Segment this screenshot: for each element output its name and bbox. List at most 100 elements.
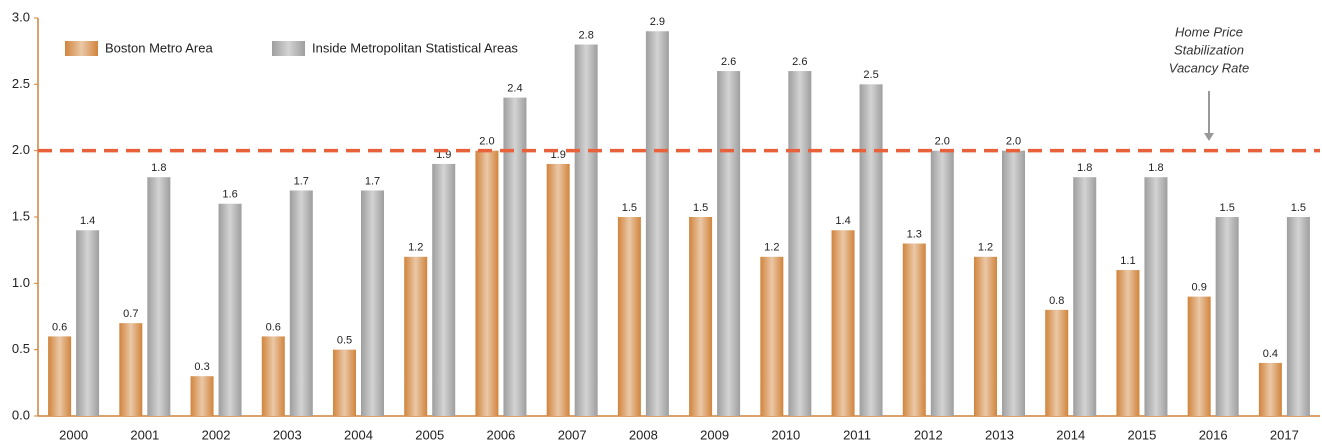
value-label: 2.0 [1006,136,1021,148]
bar [190,376,214,416]
value-label: 1.5 [693,202,708,214]
value-label: 2.8 [579,29,594,41]
value-label: 0.9 [1192,282,1207,294]
value-label: 0.3 [194,361,209,373]
value-label: 1.5 [1291,202,1306,214]
x-tick-label: 2000 [59,427,88,442]
value-label: 0.4 [1263,348,1278,360]
bar [1144,177,1168,416]
x-tick-label: 2012 [914,427,943,442]
value-label: 1.7 [365,175,380,187]
y-tick-label: 1.5 [12,208,30,223]
value-label: 2.9 [650,16,665,28]
y-tick-label: 2.0 [12,142,30,157]
y-tick-label: 0.0 [12,407,30,422]
value-label: 2.0 [935,136,950,148]
x-tick-label: 2005 [415,427,444,442]
bar [333,349,356,416]
bar [147,177,171,416]
bar [361,190,384,416]
bar [1116,270,1140,416]
bar [546,163,570,416]
x-tick-label: 2002 [202,427,231,442]
bar [503,97,527,416]
bar [574,44,598,417]
x-tick-label: 2013 [985,427,1014,442]
value-label: 2.4 [507,83,522,95]
bar [689,217,713,416]
bar [1187,296,1211,416]
value-label: 1.8 [151,162,166,174]
x-tick-label: 2014 [1056,427,1085,442]
bar [617,217,641,416]
bar [261,336,285,416]
value-label: 0.8 [1049,295,1064,307]
bar [289,190,313,416]
bar [930,150,954,416]
value-label: 2.0 [479,136,494,148]
annotation-arrowhead [1204,133,1214,141]
value-label: 1.5 [622,202,637,214]
bar [1045,309,1069,416]
y-tick-label: 1.0 [12,275,30,290]
bar [1258,362,1282,416]
y-tick-label: 0.5 [12,341,30,356]
y-tick-label: 2.5 [12,76,30,91]
bar [48,336,72,416]
x-tick-label: 2006 [486,427,515,442]
value-label: 1.6 [222,189,237,201]
x-tick-label: 2004 [344,427,373,442]
value-label: 0.6 [266,321,281,333]
legend-swatch [272,41,305,56]
annotation: Vacancy Rate [1169,60,1249,75]
bar [432,163,456,416]
value-label: 1.1 [1120,255,1135,267]
value-label: 0.6 [52,321,67,333]
bar [218,203,242,416]
bar [645,31,669,417]
x-tick-label: 2009 [700,427,729,442]
legend-label: Boston Metro Area [105,40,213,55]
annotation: Home Price [1175,24,1243,39]
value-label: 1.2 [408,242,423,254]
value-label: 1.7 [294,175,309,187]
bar [760,256,784,416]
bar [475,150,499,416]
value-label: 0.5 [337,335,352,347]
value-label: 1.4 [835,215,850,227]
x-tick-label: 2016 [1199,427,1228,442]
x-tick-label: 2003 [273,427,302,442]
value-label: 1.2 [978,242,993,254]
value-label: 1.8 [1077,162,1092,174]
x-tick-label: 2007 [558,427,587,442]
value-label: 0.7 [123,308,138,320]
bar [717,71,741,417]
bar [119,323,143,416]
value-label: 2.6 [721,56,736,68]
value-label: 1.5 [1220,202,1235,214]
value-label: 2.6 [792,56,807,68]
bar [974,256,997,416]
bar [76,230,100,416]
value-label: 1.4 [80,215,95,227]
bar [859,84,883,416]
legend-swatch [65,41,98,56]
bar [788,71,812,417]
x-tick-label: 2008 [629,427,658,442]
x-tick-label: 2017 [1270,427,1299,442]
x-tick-label: 2001 [130,427,159,442]
value-label: 2.5 [863,69,878,81]
x-tick-label: 2011 [843,427,871,442]
bar [1215,217,1239,416]
bar [1073,177,1097,416]
bar [1002,150,1025,416]
value-label: 1.8 [1148,162,1163,174]
bar [831,230,855,416]
annotation: Stabilization [1174,42,1244,57]
x-tick-label: 2015 [1127,427,1156,442]
legend-label: Inside Metropolitan Statistical Areas [312,40,518,55]
bar [404,256,428,416]
value-label: 1.3 [907,228,922,240]
bar [1286,217,1310,416]
